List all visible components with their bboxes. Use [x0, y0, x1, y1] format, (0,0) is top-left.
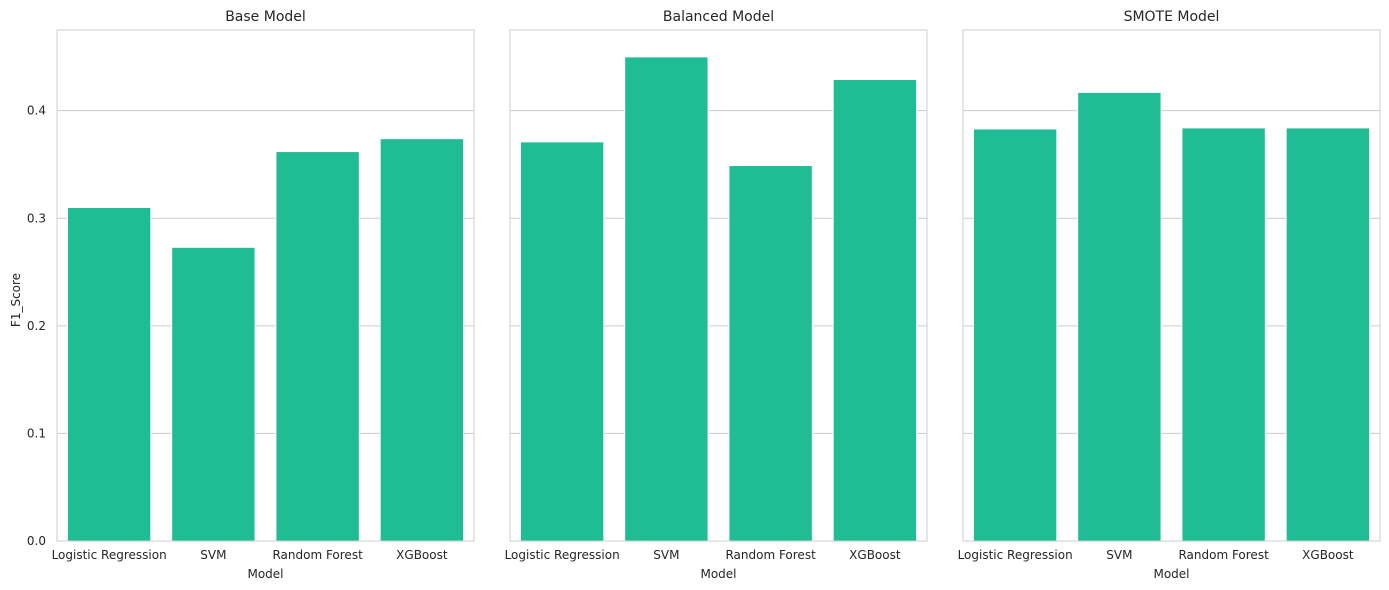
bar-random-forest [728, 165, 813, 542]
y-axis-label: F1_Score [9, 273, 23, 327]
bar-logistic-regression [972, 128, 1058, 542]
bar-svm [1077, 91, 1162, 542]
y-tick-label: 0.2 [27, 319, 46, 333]
bar-svm [171, 246, 256, 542]
panel-title: Base Model [225, 9, 306, 25]
x-tick-label: Random Forest [1178, 548, 1269, 562]
bar-logistic-regression [519, 141, 605, 542]
bar-xgboost [379, 138, 465, 542]
bar-random-forest [275, 151, 360, 542]
x-tick-label: Logistic Regression [52, 548, 167, 562]
x-axis-label: Model [247, 567, 283, 581]
x-tick-label: XGBoost [396, 548, 448, 562]
x-axis-label: Model [700, 567, 736, 581]
bar-svm [624, 56, 709, 542]
y-tick-label: 0.1 [27, 426, 46, 440]
x-tick-label: SVM [200, 548, 226, 562]
panel-title: Balanced Model [663, 9, 774, 25]
x-tick-label: SVM [1106, 548, 1132, 562]
x-tick-label: XGBoost [849, 548, 901, 562]
panel-title: SMOTE Model [1124, 9, 1220, 25]
x-tick-label: Logistic Regression [505, 548, 620, 562]
y-tick-label: 0.4 [27, 104, 46, 118]
axes-frame [962, 29, 1381, 542]
x-axis-label: Model [1153, 567, 1189, 581]
y-tick-label: 0.3 [27, 211, 46, 225]
bar-xgboost [832, 78, 918, 542]
axes-frame [509, 29, 928, 542]
x-tick-label: Logistic Regression [958, 548, 1073, 562]
x-tick-label: Random Forest [725, 548, 816, 562]
bar-logistic-regression [66, 207, 152, 542]
x-tick-label: Random Forest [272, 548, 363, 562]
x-tick-label: SVM [653, 548, 679, 562]
x-tick-label: XGBoost [1302, 548, 1354, 562]
bar-random-forest [1181, 127, 1266, 542]
bar-xgboost [1285, 127, 1371, 542]
y-tick-label: 0.0 [27, 534, 46, 548]
axes-frame [56, 29, 475, 542]
